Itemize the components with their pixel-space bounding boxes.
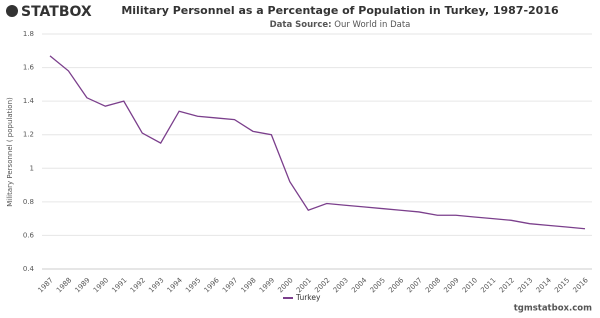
x-tick-label: 1990 [92, 276, 110, 294]
x-tick-label: 1993 [147, 276, 165, 294]
footer: tgmstatbox.com [514, 304, 592, 314]
x-tick-label: 2013 [516, 276, 534, 294]
y-axis-label: Military Personnel ( population) [6, 97, 14, 207]
subtitle: Data Source: Our World in Data [270, 20, 411, 30]
logo-text: STATBOX [21, 4, 92, 20]
x-tick-label: 1987 [37, 276, 55, 294]
x-tick-label: 2004 [350, 276, 369, 295]
x-tick-label: 2000 [276, 276, 294, 294]
x-tick-label: 2006 [387, 276, 406, 295]
x-tick-label: 2001 [295, 276, 313, 294]
x-tick-label: 2010 [461, 276, 479, 294]
y-tick-label: 1.6 [23, 64, 35, 72]
source-label: Data Source: [270, 20, 332, 30]
x-tick-label: 2008 [424, 276, 442, 294]
logo: STATBOX [6, 4, 92, 20]
x-tick-label: 2002 [313, 276, 331, 294]
x-tick-label: 1999 [258, 276, 276, 294]
y-tick-label: 0.8 [23, 198, 34, 206]
x-tick-label: 2016 [572, 276, 591, 295]
y-tick-label: 1.2 [23, 131, 34, 139]
source: Our World in Data [334, 20, 410, 30]
x-tick-label: 2014 [535, 276, 554, 295]
x-tick-label: 2003 [332, 276, 350, 294]
y-tick-label: 0.6 [23, 231, 35, 239]
y-tick-label: 1.4 [23, 97, 35, 105]
line [49, 55, 586, 230]
x-tick-label: 1991 [110, 276, 128, 294]
x-tick-label: 2011 [479, 276, 497, 294]
x-tick-label: 1989 [73, 276, 91, 294]
legend-label: Turkey [295, 293, 321, 302]
logo-icon [6, 5, 18, 17]
x-tick-label: 2015 [553, 276, 571, 294]
x-tick-label: 2012 [498, 276, 516, 294]
x-tick-label: 2007 [406, 276, 424, 294]
x-tick-label: 2005 [369, 276, 387, 294]
x-tick-label: 1992 [129, 276, 147, 294]
chart-title: Military Personnel as a Percentage of Po… [121, 4, 559, 17]
y-tick-label: 0.4 [23, 265, 35, 273]
x-tick-label: 1988 [55, 276, 73, 294]
x-tick-label: 1998 [239, 276, 257, 294]
y-tick-label: 1 [30, 164, 34, 172]
x-tick-label: 1996 [203, 276, 222, 295]
y-tick-label: 1.8 [23, 30, 34, 38]
x-tick-label: 1994 [166, 276, 185, 295]
x-tick-label: 1995 [184, 276, 202, 294]
x-tick-label: 2009 [442, 276, 460, 294]
x-tick-label: 1997 [221, 276, 239, 294]
